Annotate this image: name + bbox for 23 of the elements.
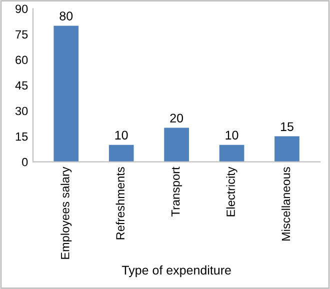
x-axis-title: Type of expenditure [122, 265, 231, 278]
data-label: 10 [226, 130, 238, 140]
data-label: 10 [115, 130, 128, 140]
x-tick-label: Refreshments [116, 167, 125, 240]
x-tick-label: Electricity [226, 166, 238, 216]
x-tick-label: Employees salary [60, 166, 72, 259]
bar [274, 136, 300, 162]
bar [219, 144, 244, 162]
x-tick-label: Miscellaneous [281, 167, 290, 241]
y-tick-label: 90 [16, 4, 28, 14]
data-label: 15 [280, 122, 294, 132]
y-tick-label: 75 [16, 30, 28, 39]
y-tick-label: 60 [16, 56, 28, 64]
data-label: 20 [170, 114, 184, 123]
bar [108, 144, 134, 162]
x-tick-label: Transport [171, 166, 182, 217]
y-tick-label: 15 [16, 132, 28, 141]
y-tick-label: 45 [15, 81, 28, 90]
y-tick-label: 30 [15, 106, 28, 116]
y-tick-label: 0 [22, 158, 28, 166]
data-label: 80 [60, 12, 73, 20]
bar [164, 128, 189, 162]
bar [54, 26, 79, 162]
